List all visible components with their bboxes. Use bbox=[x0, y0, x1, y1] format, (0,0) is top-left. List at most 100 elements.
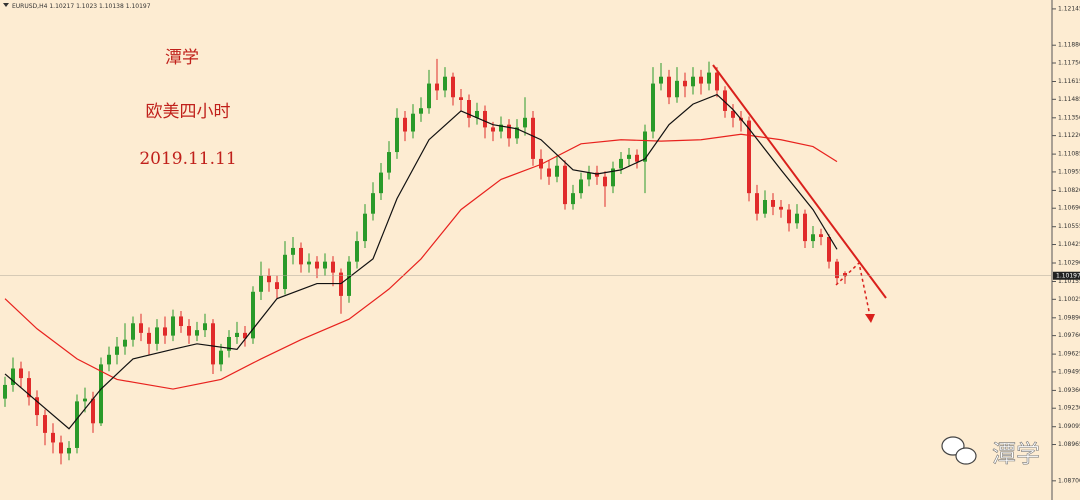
current-price-box bbox=[1053, 271, 1080, 280]
candle-body bbox=[227, 336, 231, 351]
trend-line bbox=[712, 64, 887, 299]
y-tick-label: 1.11220 bbox=[1058, 132, 1080, 139]
plot bbox=[3, 58, 847, 465]
candle-body bbox=[571, 193, 575, 205]
y-tick-label: 1.10155 bbox=[1058, 278, 1080, 285]
candle-body bbox=[323, 261, 327, 269]
candle-body bbox=[499, 124, 503, 132]
candle-body bbox=[243, 332, 247, 339]
chart-header: EURUSD,H4 1.10217 1.1023 1.10138 1.10197 bbox=[12, 3, 151, 10]
candle-body bbox=[611, 168, 615, 187]
candle-body bbox=[491, 127, 495, 132]
candle-body bbox=[67, 447, 71, 454]
y-tick-label: 1.11085 bbox=[1058, 151, 1080, 158]
candle-body bbox=[235, 332, 239, 337]
candle-body bbox=[403, 117, 407, 132]
candle-body bbox=[251, 291, 255, 339]
candle-body bbox=[843, 273, 847, 276]
y-tick-label: 1.10955 bbox=[1058, 168, 1080, 175]
annotation: 潭学 bbox=[165, 48, 199, 68]
candle-body bbox=[627, 154, 631, 159]
candle-body bbox=[747, 120, 751, 194]
candle-body bbox=[683, 80, 687, 87]
candle-body bbox=[3, 384, 7, 399]
candle-body bbox=[603, 176, 607, 187]
candle-body bbox=[107, 354, 111, 365]
annotation: 欧美四小时 bbox=[146, 102, 231, 122]
candle-body bbox=[347, 261, 351, 296]
candle-body bbox=[723, 90, 727, 111]
candle-body bbox=[467, 100, 471, 118]
forecast-arrow bbox=[835, 261, 871, 317]
candle-body bbox=[595, 172, 599, 177]
candle-body bbox=[203, 323, 207, 331]
candle-body bbox=[131, 323, 135, 340]
y-tick-label: 1.11880 bbox=[1058, 42, 1080, 49]
y-tick-label: 1.09760 bbox=[1058, 332, 1080, 339]
candle-body bbox=[59, 442, 63, 454]
candle-body bbox=[363, 213, 367, 242]
candle-body bbox=[507, 124, 511, 139]
candle-body bbox=[155, 327, 159, 344]
y-tick-label: 1.11750 bbox=[1058, 60, 1080, 67]
candle-body bbox=[339, 272, 343, 296]
y-tick-label: 1.10290 bbox=[1058, 260, 1080, 267]
menu-triangle bbox=[3, 3, 9, 7]
y-tick-label: 1.09360 bbox=[1058, 387, 1080, 394]
y-tick-label: 1.09625 bbox=[1058, 351, 1080, 358]
wechat-icon bbox=[955, 447, 977, 465]
candle-body bbox=[555, 165, 559, 177]
candle-body bbox=[779, 206, 783, 210]
candle-body bbox=[667, 76, 671, 98]
candle-body bbox=[763, 200, 767, 214]
current-price-label: 1.10197 bbox=[1056, 272, 1080, 279]
candle-body bbox=[299, 247, 303, 265]
y-tick-label: 1.09095 bbox=[1058, 423, 1080, 430]
candle-body bbox=[83, 398, 87, 402]
candle-body bbox=[11, 368, 15, 385]
candle-body bbox=[259, 275, 263, 292]
y-tick-label: 1.10690 bbox=[1058, 205, 1080, 212]
candle-body bbox=[579, 179, 583, 194]
y-tick-label: 1.09230 bbox=[1058, 405, 1080, 412]
candle-body bbox=[283, 254, 287, 290]
candle-body bbox=[307, 261, 311, 265]
candle-body bbox=[475, 110, 479, 118]
header-open: 1.10217 bbox=[49, 3, 74, 10]
candle-body bbox=[139, 323, 143, 333]
y-tick-label: 1.10555 bbox=[1058, 223, 1080, 230]
candle-body bbox=[523, 117, 527, 128]
header-low: 1.10138 bbox=[99, 3, 124, 10]
candle-body bbox=[619, 158, 623, 169]
candle-body bbox=[91, 398, 95, 424]
candle-body bbox=[515, 127, 519, 139]
candle-body bbox=[379, 172, 383, 194]
candle-body bbox=[483, 110, 487, 128]
candle-body bbox=[163, 327, 167, 336]
candle-body bbox=[291, 247, 295, 255]
candle-body bbox=[651, 83, 655, 132]
y-tick-label: 1.08965 bbox=[1058, 441, 1080, 448]
candle-body bbox=[195, 330, 199, 336]
y-tick-label: 1.10025 bbox=[1058, 296, 1080, 303]
candle-body bbox=[635, 154, 639, 162]
candle-body bbox=[827, 236, 831, 262]
candle-body bbox=[443, 76, 447, 91]
candle-body bbox=[539, 158, 543, 169]
candle-body bbox=[147, 332, 151, 344]
y-tick-label: 1.11485 bbox=[1058, 96, 1080, 103]
y-tick-label: 1.09495 bbox=[1058, 368, 1080, 375]
y-tick-label: 1.11350 bbox=[1058, 114, 1080, 121]
y-tick-label: 1.10820 bbox=[1058, 187, 1080, 194]
candle-body bbox=[99, 364, 103, 424]
candle-body bbox=[427, 83, 431, 109]
watermark-group: 潭学 bbox=[941, 436, 1040, 468]
candle-body bbox=[43, 415, 47, 433]
candle-body bbox=[563, 165, 567, 205]
candle-body bbox=[371, 193, 375, 214]
candle-body bbox=[451, 76, 455, 98]
candle-body bbox=[315, 261, 319, 269]
candle-body bbox=[755, 193, 759, 214]
